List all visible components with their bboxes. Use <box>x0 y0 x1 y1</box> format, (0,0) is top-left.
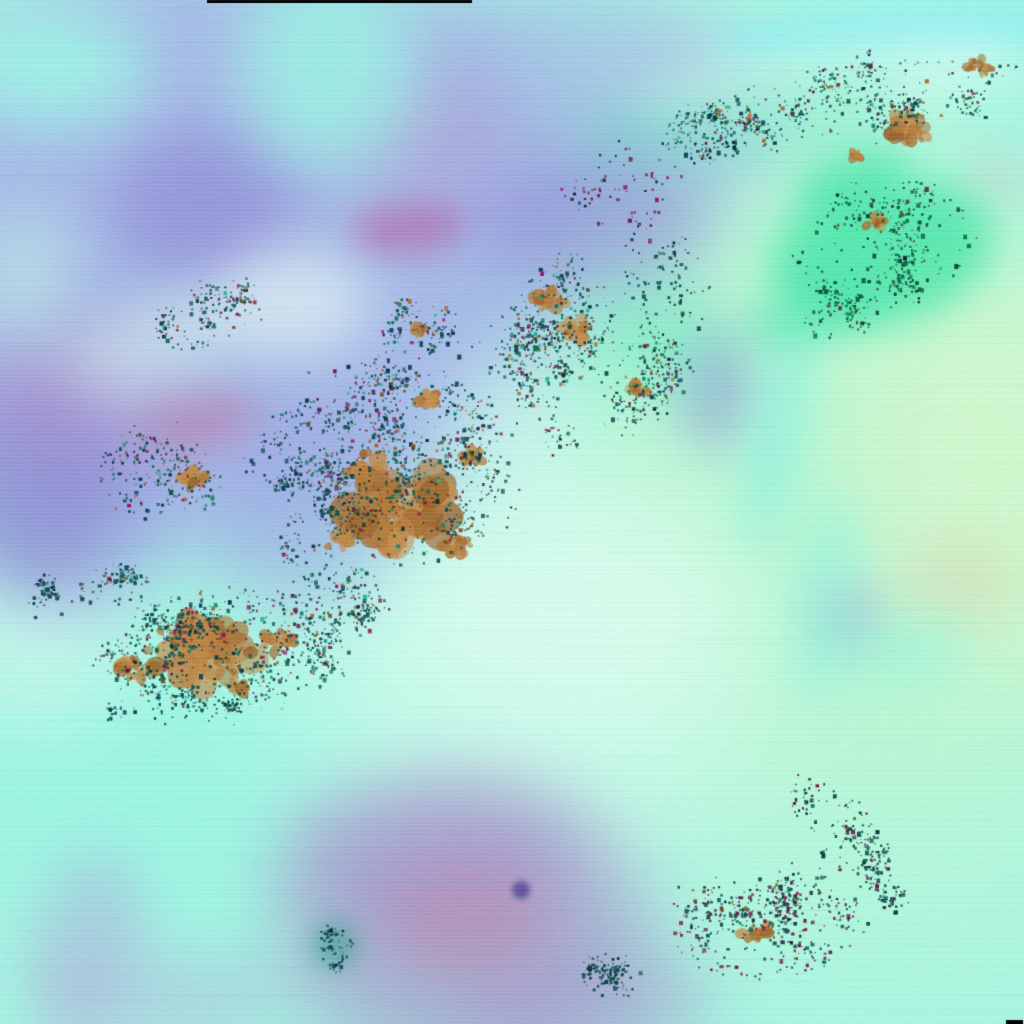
satellite-detail-canvas <box>0 0 1024 1024</box>
satellite-image <box>0 0 1024 1024</box>
